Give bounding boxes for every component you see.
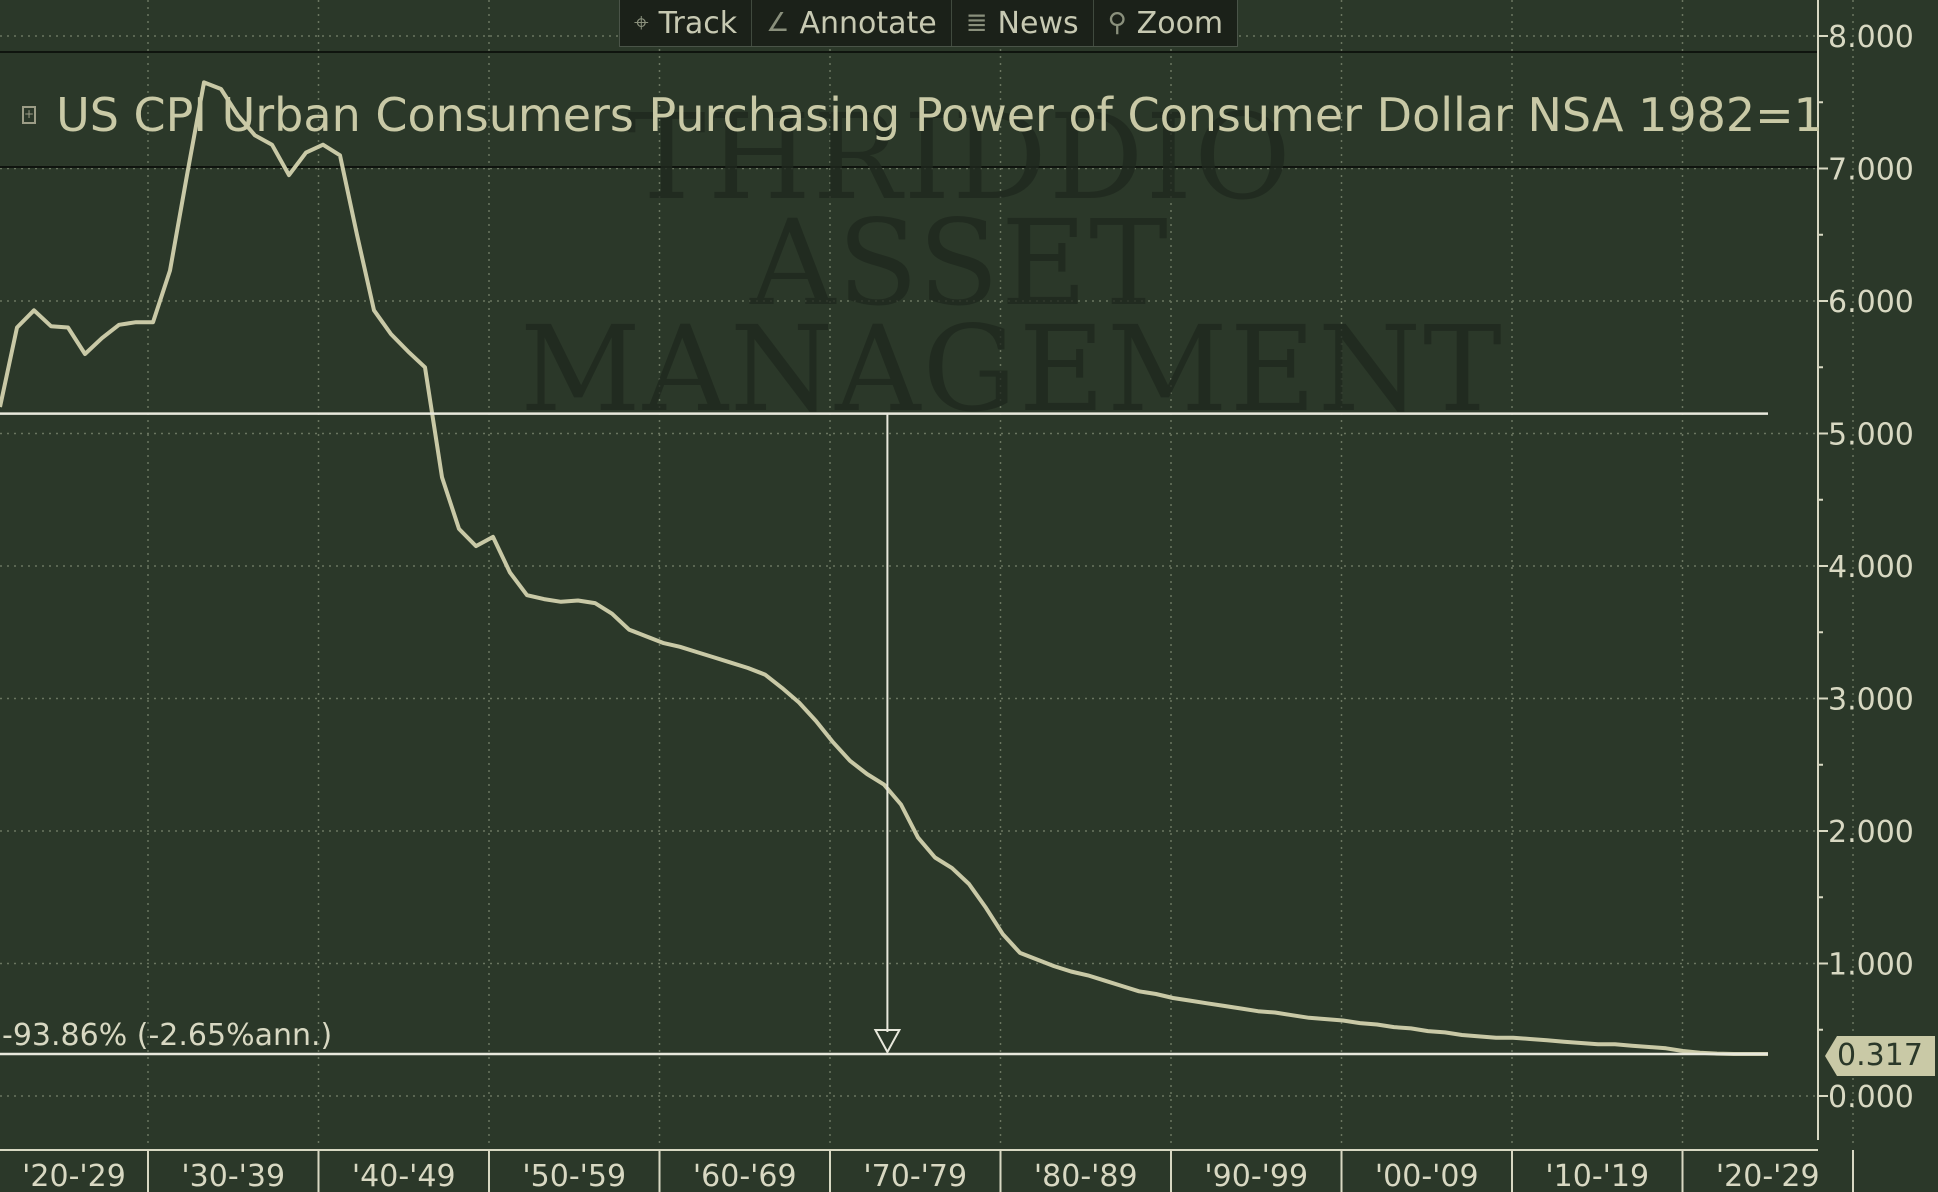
legend-series-name: US CPI Urban Consumers Purchasing Power … bbox=[56, 88, 1822, 142]
legend-expand-toggle[interactable]: + bbox=[22, 106, 37, 124]
x-tick-label: '20-'29 bbox=[22, 1159, 126, 1192]
annotate-button[interactable]: ∠ Annotate bbox=[752, 0, 952, 46]
x-tick-label: '70-'79 bbox=[863, 1159, 967, 1192]
pencil-icon: ∠ bbox=[766, 8, 790, 38]
track-label: Track bbox=[658, 5, 738, 41]
y-axis: 8.000 7.000 6.000 5.000 4.000 3.000 2.000 1.000… bbox=[1817, 0, 1914, 1140]
zoom-button[interactable]: ⚲ Zoom bbox=[1094, 0, 1238, 46]
news-icon: ≣ bbox=[965, 8, 988, 38]
news-button[interactable]: ≣ News bbox=[952, 0, 1094, 46]
y-tick-label: 0.000 bbox=[1828, 1080, 1914, 1115]
y-tick-label: 4.000 bbox=[1828, 550, 1914, 585]
series-line bbox=[0, 80, 1768, 1056]
y-tick-label: 5.000 bbox=[1828, 418, 1914, 453]
x-tick-label: '10-'19 bbox=[1545, 1159, 1649, 1192]
annotate-label: Annotate bbox=[799, 5, 937, 41]
x-tick-label: '40-'49 bbox=[352, 1159, 456, 1192]
y-tick-label: 8.000 bbox=[1828, 20, 1914, 55]
track-button[interactable]: ⌖ Track bbox=[620, 0, 753, 46]
grid-lines bbox=[0, 0, 1854, 1148]
x-tick-label: '80-'89 bbox=[1034, 1159, 1138, 1192]
change-arrow-head bbox=[873, 1028, 902, 1055]
x-tick-label: '00-'09 bbox=[1375, 1159, 1479, 1192]
horizontal-separators bbox=[0, 51, 1818, 168]
y-tick-label: 6.000 bbox=[1828, 285, 1914, 320]
y-tick-label: 1.000 bbox=[1828, 948, 1914, 983]
news-label: News bbox=[997, 5, 1079, 41]
y-tick-label: 2.000 bbox=[1828, 815, 1914, 850]
x-tick-label: '90-'99 bbox=[1204, 1159, 1308, 1192]
annotation-layer bbox=[0, 412, 1768, 1056]
change-annotation: -93.86% (-2.65%ann.) bbox=[2, 1018, 333, 1053]
last-value-badge: 0.317 bbox=[1825, 1036, 1935, 1076]
chart-toolbar: ⌖ Track ∠ Annotate ≣ News ⚲ Zoom bbox=[619, 0, 1239, 47]
x-tick-label: '60-'69 bbox=[693, 1159, 797, 1192]
chart-legend: + US CPI Urban Consumers Purchasing Powe… bbox=[22, 88, 1822, 142]
crosshair-icon: ⌖ bbox=[634, 7, 649, 38]
x-tick-label: '20-'29 bbox=[1716, 1159, 1820, 1192]
y-tick-label: 7.000 bbox=[1828, 153, 1914, 188]
magnifier-icon: ⚲ bbox=[1107, 8, 1127, 38]
series-layer bbox=[0, 80, 1768, 1056]
x-tick-label: '50-'59 bbox=[522, 1159, 626, 1192]
zoom-label: Zoom bbox=[1136, 5, 1224, 41]
x-axis: '20-'29 '30-'39 '40-'49 '50-'59 '60-'69 '70-'… bbox=[0, 1149, 1854, 1192]
y-tick-label: 3.000 bbox=[1828, 683, 1914, 718]
x-tick-label: '30-'39 bbox=[181, 1159, 285, 1192]
